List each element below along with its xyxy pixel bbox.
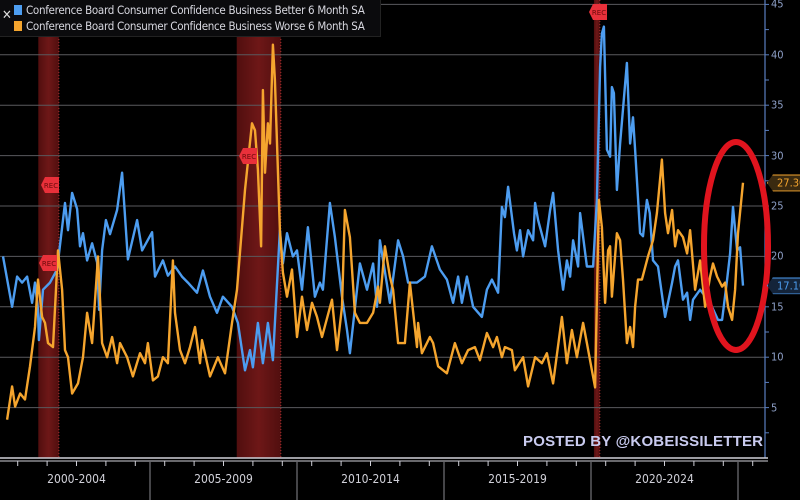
rec-marker: REC — [589, 4, 607, 20]
legend-swatch-orange — [14, 21, 22, 31]
legend-item-better[interactable]: Conference Board Consumer Confidence Bus… — [14, 3, 365, 17]
highlight-ellipse — [701, 139, 771, 353]
series-lines — [1, 25, 745, 420]
y-tick-label: 40 — [771, 48, 784, 62]
rec-marker-label: REC — [592, 9, 606, 17]
y-tick-label: 5 — [771, 401, 778, 415]
rec-marker-label: REC — [42, 260, 56, 268]
legend-item-worse[interactable]: Conference Board Consumer Confidence Bus… — [14, 19, 365, 33]
series-line-better — [1, 25, 745, 372]
y-tick-label: 25 — [771, 199, 784, 213]
rec-marker-label: REC — [242, 153, 256, 161]
y-tick-label: 30 — [771, 149, 784, 163]
recession-markers: REC REC REC REC — [39, 4, 607, 271]
rec-marker-label: REC — [44, 182, 58, 190]
x-tick-label: 2015-2019 — [488, 472, 547, 486]
recession-band — [236, 0, 281, 458]
rec-marker: REC — [39, 255, 57, 271]
rec-marker: REC — [239, 148, 257, 164]
legend: ✕ Conference Board Consumer Confidence B… — [0, 0, 381, 37]
last-value-tag-worse: 27.30 — [767, 174, 800, 192]
legend-label: Conference Board Consumer Confidence Bus… — [26, 3, 365, 17]
y-tick-label: 15 — [771, 300, 784, 314]
last-value-tag-better: 17.10 — [767, 277, 800, 295]
y-tick-label: 20 — [771, 249, 784, 263]
series-line-worse — [5, 43, 745, 420]
recession-band — [593, 0, 600, 458]
y-tick-label: 35 — [771, 98, 784, 112]
legend-label: Conference Board Consumer Confidence Bus… — [26, 19, 365, 33]
rec-marker: REC — [41, 177, 59, 193]
x-tick-label: 2005-2009 — [194, 472, 253, 486]
x-tick-label: 2000-2004 — [47, 472, 106, 486]
watermark: POSTED BY @KOBEISSILETTER — [523, 433, 764, 450]
legend-swatch-blue — [14, 5, 22, 15]
x-tick-label: 2020-2024 — [635, 472, 694, 486]
y-tick-label: 10 — [771, 350, 784, 364]
y-tick-label: 45 — [771, 0, 784, 11]
recession-band — [38, 0, 59, 458]
close-icon[interactable]: ✕ — [2, 8, 12, 23]
recession-bands — [38, 0, 601, 458]
x-tick-label: 2010-2014 — [341, 472, 400, 486]
